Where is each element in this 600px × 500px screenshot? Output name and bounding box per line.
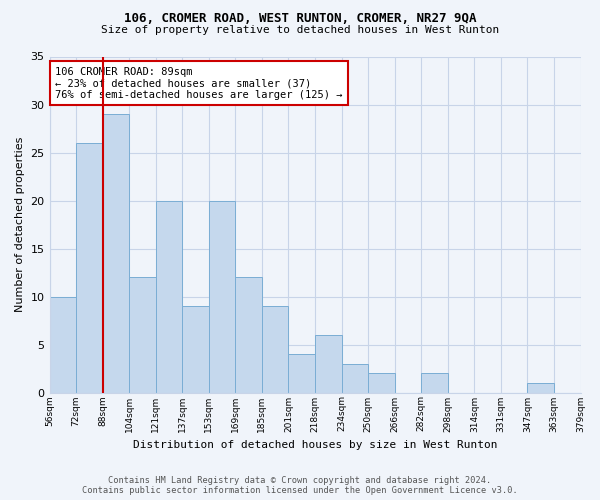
Bar xyxy=(156,200,182,392)
Bar xyxy=(315,335,341,392)
Bar xyxy=(235,278,262,392)
Bar xyxy=(421,374,448,392)
Bar xyxy=(341,364,368,392)
Bar xyxy=(527,383,554,392)
Text: 106 CROMER ROAD: 89sqm
← 23% of detached houses are smaller (37)
76% of semi-det: 106 CROMER ROAD: 89sqm ← 23% of detached… xyxy=(55,66,343,100)
Text: 106, CROMER ROAD, WEST RUNTON, CROMER, NR27 9QA: 106, CROMER ROAD, WEST RUNTON, CROMER, N… xyxy=(124,12,476,26)
Text: Size of property relative to detached houses in West Runton: Size of property relative to detached ho… xyxy=(101,25,499,35)
Bar xyxy=(182,306,209,392)
Bar xyxy=(76,143,103,392)
Bar xyxy=(209,200,235,392)
Y-axis label: Number of detached properties: Number of detached properties xyxy=(15,137,25,312)
Bar xyxy=(289,354,315,393)
Bar xyxy=(50,296,76,392)
Text: Contains HM Land Registry data © Crown copyright and database right 2024.
Contai: Contains HM Land Registry data © Crown c… xyxy=(82,476,518,495)
Bar xyxy=(368,374,395,392)
Bar xyxy=(129,278,156,392)
X-axis label: Distribution of detached houses by size in West Runton: Distribution of detached houses by size … xyxy=(133,440,497,450)
Bar xyxy=(262,306,289,392)
Bar xyxy=(103,114,129,392)
